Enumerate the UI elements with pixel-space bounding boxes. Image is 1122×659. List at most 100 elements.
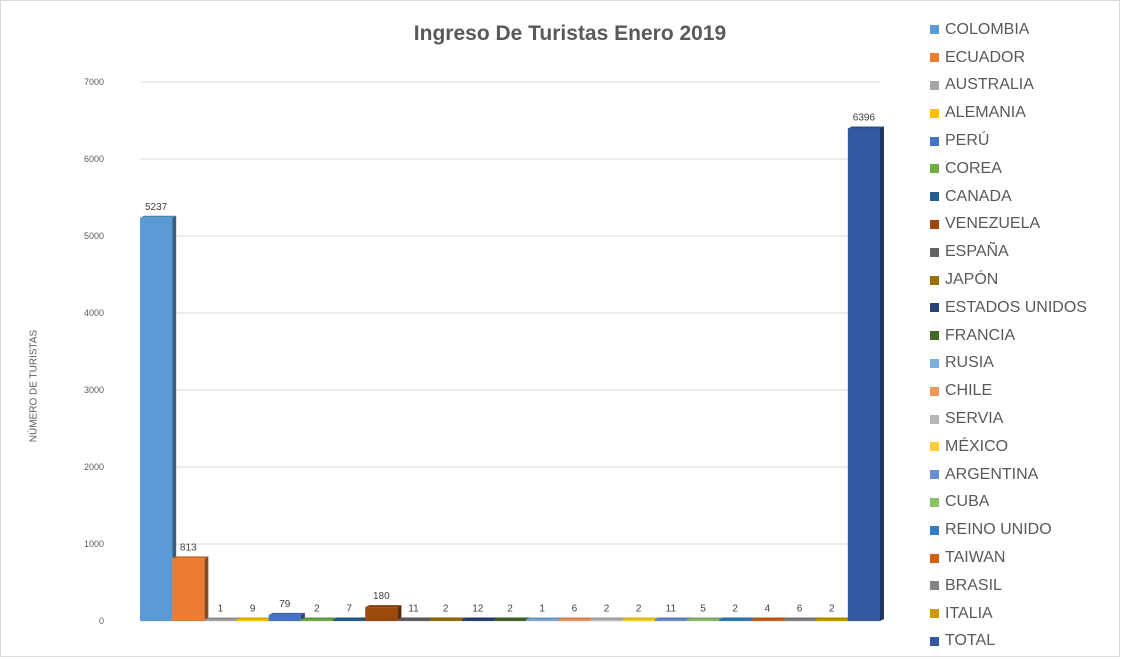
- legend-swatch: [930, 303, 939, 313]
- legend-swatch: [930, 470, 939, 480]
- y-tick-label: 4000: [84, 308, 104, 318]
- legend-label: CUBA: [945, 493, 990, 511]
- legend-label: ALEMANIA: [945, 104, 1026, 122]
- data-label-total: 6396: [853, 113, 876, 124]
- y-tick-label: 5000: [84, 231, 104, 241]
- bar-ecuador: [172, 558, 205, 621]
- legend-swatch: [930, 219, 939, 229]
- legend-item: ESPAÑA: [930, 238, 1087, 266]
- legend-swatch: [930, 386, 939, 396]
- data-label-italia: 2: [829, 604, 835, 615]
- bar-top-taiwan: [751, 617, 788, 620]
- legend-label: BRASIL: [945, 576, 1002, 594]
- data-label-jap-n: 2: [443, 604, 449, 615]
- bar-espa-a: [397, 619, 430, 621]
- data-label-taiwan: 4: [765, 604, 771, 615]
- legend-swatch: [930, 581, 939, 591]
- bar-jap-n: [429, 619, 462, 621]
- data-label-australia: 1: [218, 604, 224, 615]
- bar-side-ecuador: [204, 556, 209, 621]
- bar-per-: [268, 614, 301, 621]
- data-label-estados-unidos: 12: [472, 604, 484, 615]
- bar-italia: [815, 619, 848, 621]
- data-label-corea: 2: [314, 604, 320, 615]
- legend-swatch: [930, 497, 939, 507]
- legend-item: AUSTRALIA: [930, 72, 1087, 100]
- legend-label: FRANCIA: [945, 326, 1016, 344]
- legend-item: ECUADOR: [930, 44, 1087, 72]
- bar-top-chile: [558, 617, 595, 620]
- legend-label: JAPÓN: [945, 271, 999, 289]
- bar-cuba: [686, 619, 720, 621]
- legend-swatch: [930, 192, 939, 202]
- bar-top-jap-n: [429, 617, 466, 620]
- bar-venezuela: [365, 607, 398, 621]
- legend-label: CHILE: [945, 382, 993, 400]
- bar-top-brasil: [783, 617, 820, 620]
- data-label-espa-a: 11: [408, 604, 419, 615]
- legend-label: ESPAÑA: [945, 243, 1009, 261]
- legend-label: COLOMBIA: [945, 20, 1030, 38]
- chart-title: Ingreso De Turistas Enero 2019: [413, 22, 727, 45]
- bar-estados-unidos: [461, 619, 494, 621]
- data-label-argentina: 11: [666, 604, 677, 615]
- legend-label: TOTAL: [945, 632, 996, 650]
- legend-swatch: [930, 331, 939, 341]
- legend-item: PERÚ: [930, 127, 1087, 155]
- legend-swatch: [930, 108, 939, 118]
- legend-label: COREA: [945, 159, 1002, 177]
- bar-corea: [300, 619, 334, 621]
- legend-swatch: [930, 53, 939, 63]
- data-label-ecuador: 813: [180, 542, 197, 553]
- legend-item: TOTAL: [930, 628, 1087, 656]
- legend-item: CUBA: [930, 489, 1087, 517]
- legend-label: RUSIA: [945, 354, 994, 372]
- bar-alemania: [236, 619, 269, 621]
- bar-top-venezuela: [365, 605, 402, 608]
- bar-side-colombia: [172, 215, 177, 621]
- data-label-m-xico: 2: [636, 604, 642, 615]
- legend-item: BRASIL: [930, 572, 1087, 600]
- data-label-canada: 7: [346, 604, 352, 615]
- legend-label: MÉXICO: [945, 437, 1009, 455]
- bar-top-italia: [815, 617, 852, 620]
- y-tick-label: 2000: [84, 462, 104, 472]
- bar-argentina: [654, 619, 687, 621]
- data-label-reino-unido: 2: [732, 604, 738, 615]
- data-label-brasil: 6: [797, 604, 803, 615]
- bar-chile: [558, 619, 591, 621]
- legend: COLOMBIA ECUADOR AUSTRALIA ALEMANIA PERÚ CORE…: [930, 16, 1087, 655]
- data-label-venezuela: 180: [373, 591, 390, 602]
- bar-top-m-xico: [622, 617, 659, 620]
- legend-swatch: [930, 553, 939, 563]
- bar-brasil: [783, 619, 816, 621]
- bar-side-venezuela: [397, 605, 402, 621]
- bar-top-alemania: [236, 617, 273, 620]
- bar-top-francia: [493, 617, 531, 620]
- legend-item: ITALIA: [930, 600, 1087, 628]
- bar-top-canada: [333, 617, 370, 620]
- legend-item: ESTADOS UNIDOS: [930, 294, 1087, 322]
- legend-label: VENEZUELA: [945, 215, 1041, 233]
- legend-swatch: [930, 525, 939, 535]
- legend-label: ARGENTINA: [945, 465, 1039, 483]
- legend-label: SERVIA: [945, 410, 1004, 428]
- legend-label: PERÚ: [945, 132, 990, 150]
- data-label-rusia: 1: [539, 604, 545, 615]
- bar-top-cuba: [686, 617, 724, 620]
- data-label-alemania: 9: [250, 604, 256, 615]
- legend-swatch: [930, 414, 939, 424]
- bar-top-colombia: [140, 215, 177, 218]
- legend-swatch: [930, 609, 939, 619]
- bar-top-espa-a: [397, 617, 434, 620]
- legend-swatch: [930, 636, 939, 646]
- legend-label: TAIWAN: [945, 549, 1006, 567]
- bar-top-australia: [204, 617, 241, 620]
- y-tick-label: 6000: [84, 154, 104, 164]
- data-label-cuba: 5: [700, 604, 706, 615]
- legend-item: FRANCIA: [930, 322, 1087, 350]
- legend-swatch: [930, 358, 939, 368]
- legend-item: CANADA: [930, 183, 1087, 211]
- legend-item: JAPÓN: [930, 266, 1087, 294]
- bar-australia: [204, 619, 237, 621]
